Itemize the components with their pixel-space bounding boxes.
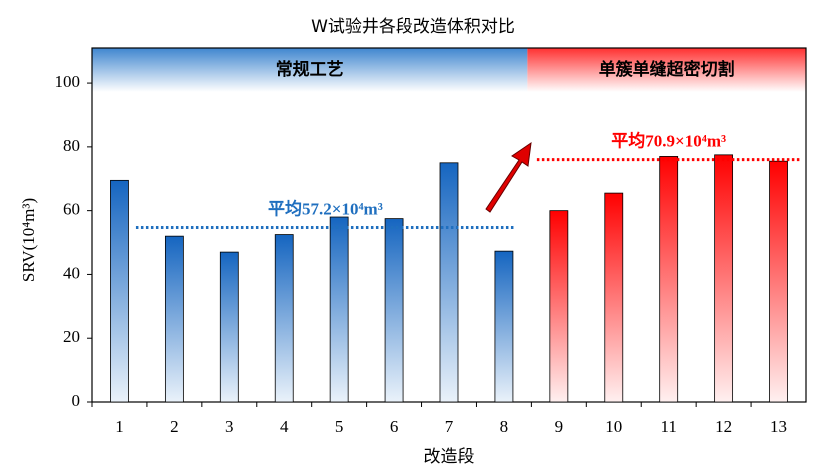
x-tick-label: 12 [715, 417, 732, 436]
legend-banner [527, 48, 806, 92]
x-tick-label: 4 [280, 417, 289, 436]
legend-banner [92, 48, 528, 92]
bar [769, 160, 788, 403]
bar [329, 216, 349, 403]
x-tick-label: 5 [335, 417, 344, 436]
bar [110, 179, 129, 403]
trend-arrow [485, 141, 532, 213]
x-tick-label: 10 [605, 417, 622, 436]
y-axis-label: SRV(10⁴m³) [19, 198, 38, 282]
bar [494, 250, 514, 403]
legend-label: 单簇单缝超密切割 [599, 59, 735, 80]
y-tick-label: 100 [55, 72, 81, 91]
bar [439, 162, 459, 403]
y-tick-label: 20 [63, 327, 80, 346]
x-tick-label: 13 [770, 417, 787, 436]
legend-label: 常规工艺 [276, 59, 344, 80]
bar [549, 210, 569, 403]
x-tick-label: 6 [390, 417, 399, 436]
bar [164, 235, 184, 403]
x-tick-label: 8 [500, 417, 509, 436]
x-tick-label: 11 [661, 417, 677, 436]
bar [604, 192, 624, 403]
average-annotation: 平均70.9×10⁴m³ [611, 131, 726, 151]
x-tick-label: 1 [115, 417, 124, 436]
chart-title: W试验井各段改造体积对比 [311, 17, 515, 37]
bar [659, 156, 679, 403]
y-tick-label: 80 [63, 136, 80, 155]
bar [219, 251, 239, 403]
x-tick-label: 3 [225, 417, 234, 436]
bar [384, 218, 404, 403]
x-tick-label: 9 [555, 417, 564, 436]
average-annotation: 平均57.2×10⁴m³ [268, 198, 383, 218]
x-tick-label: 2 [170, 417, 179, 436]
y-tick-label: 60 [63, 200, 80, 219]
y-tick-label: 40 [63, 263, 80, 282]
bar [714, 154, 734, 403]
bar [274, 234, 294, 403]
x-axis-label: 改造段 [424, 447, 475, 467]
x-tick-label: 7 [445, 417, 454, 436]
y-tick-label: 0 [72, 391, 81, 410]
